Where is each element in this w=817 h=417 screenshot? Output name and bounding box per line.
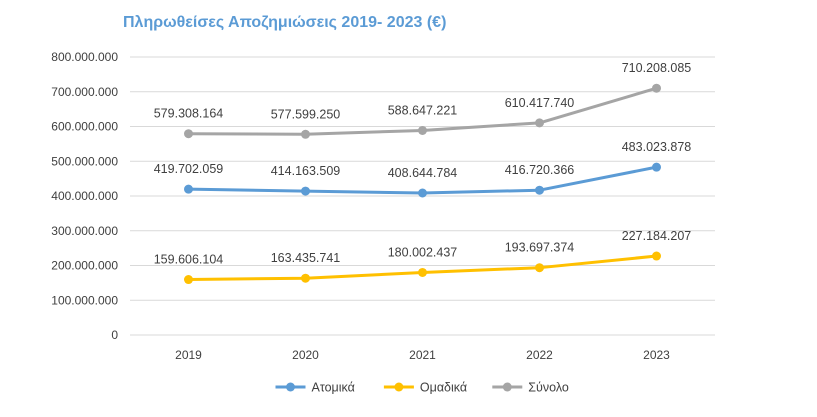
y-tick-label: 500.000.000	[51, 154, 118, 168]
data-point	[535, 185, 544, 195]
data-point	[301, 186, 310, 196]
data-label: 483.023.878	[622, 140, 692, 154]
data-label: 610.417.740	[505, 96, 575, 110]
data-point	[535, 263, 544, 273]
data-label: 416.720.366	[505, 163, 575, 177]
y-tick-label: 200.000.000	[51, 259, 118, 273]
y-tick-label: 600.000.000	[51, 120, 118, 134]
data-point	[184, 275, 193, 285]
data-point	[652, 251, 661, 261]
data-label: 710.208.085	[622, 61, 692, 75]
data-label: 419.702.059	[154, 162, 224, 176]
data-point	[184, 184, 193, 194]
y-tick-label: 300.000.000	[51, 224, 118, 238]
data-point	[184, 129, 193, 139]
x-tick-label: 2019	[175, 348, 202, 362]
data-point	[652, 83, 661, 93]
data-label: 159.606.104	[154, 253, 224, 267]
x-axis-ticks: 2019 2020 2021 2022 2023	[175, 348, 670, 362]
data-labels: 419.702.059 414.163.509 408.644.784 416.720…	[154, 61, 692, 266]
data-point	[418, 125, 427, 135]
series-points	[184, 83, 661, 285]
legend-label: Σύνολο	[528, 381, 569, 395]
data-point	[652, 162, 661, 172]
legend-swatch-marker	[502, 382, 512, 392]
data-point	[301, 273, 310, 283]
data-label: 180.002.437	[388, 245, 458, 259]
x-tick-label: 2020	[292, 348, 319, 362]
y-tick-label: 0	[111, 328, 118, 342]
y-tick-label: 700.000.000	[51, 85, 118, 99]
data-point	[535, 118, 544, 128]
chart-title: Πληρωθείσες Αποζημιώσεις 2019- 2023 (€)	[123, 14, 447, 31]
y-tick-label: 100.000.000	[51, 293, 118, 307]
data-label: 414.163.509	[271, 164, 341, 178]
y-axis-ticks: 0 100.000.000 200.000.000 300.000.000 400.00…	[51, 50, 118, 342]
x-tick-label: 2021	[409, 348, 436, 362]
x-tick-label: 2022	[526, 348, 553, 362]
y-tick-label: 800.000.000	[51, 50, 118, 64]
data-point	[418, 188, 427, 198]
data-point	[301, 129, 310, 139]
data-label: 577.599.250	[271, 107, 341, 121]
legend: Ατομικά Ομαδικά Σύνολο	[275, 381, 569, 395]
data-label: 193.697.374	[505, 241, 575, 255]
legend-swatch-marker	[394, 382, 404, 392]
data-label: 408.644.784	[388, 166, 458, 180]
legend-label: Ατομικά	[312, 381, 355, 395]
data-label: 579.308.164	[154, 107, 224, 121]
data-label: 588.647.221	[388, 103, 458, 117]
data-label: 163.435.741	[271, 251, 341, 265]
legend-swatch-marker	[286, 382, 295, 392]
legend-label: Ομαδικά	[420, 381, 467, 395]
y-tick-label: 400.000.000	[51, 189, 118, 203]
data-point	[418, 267, 427, 277]
data-label: 227.184.207	[622, 229, 692, 243]
x-tick-label: 2023	[643, 348, 670, 362]
